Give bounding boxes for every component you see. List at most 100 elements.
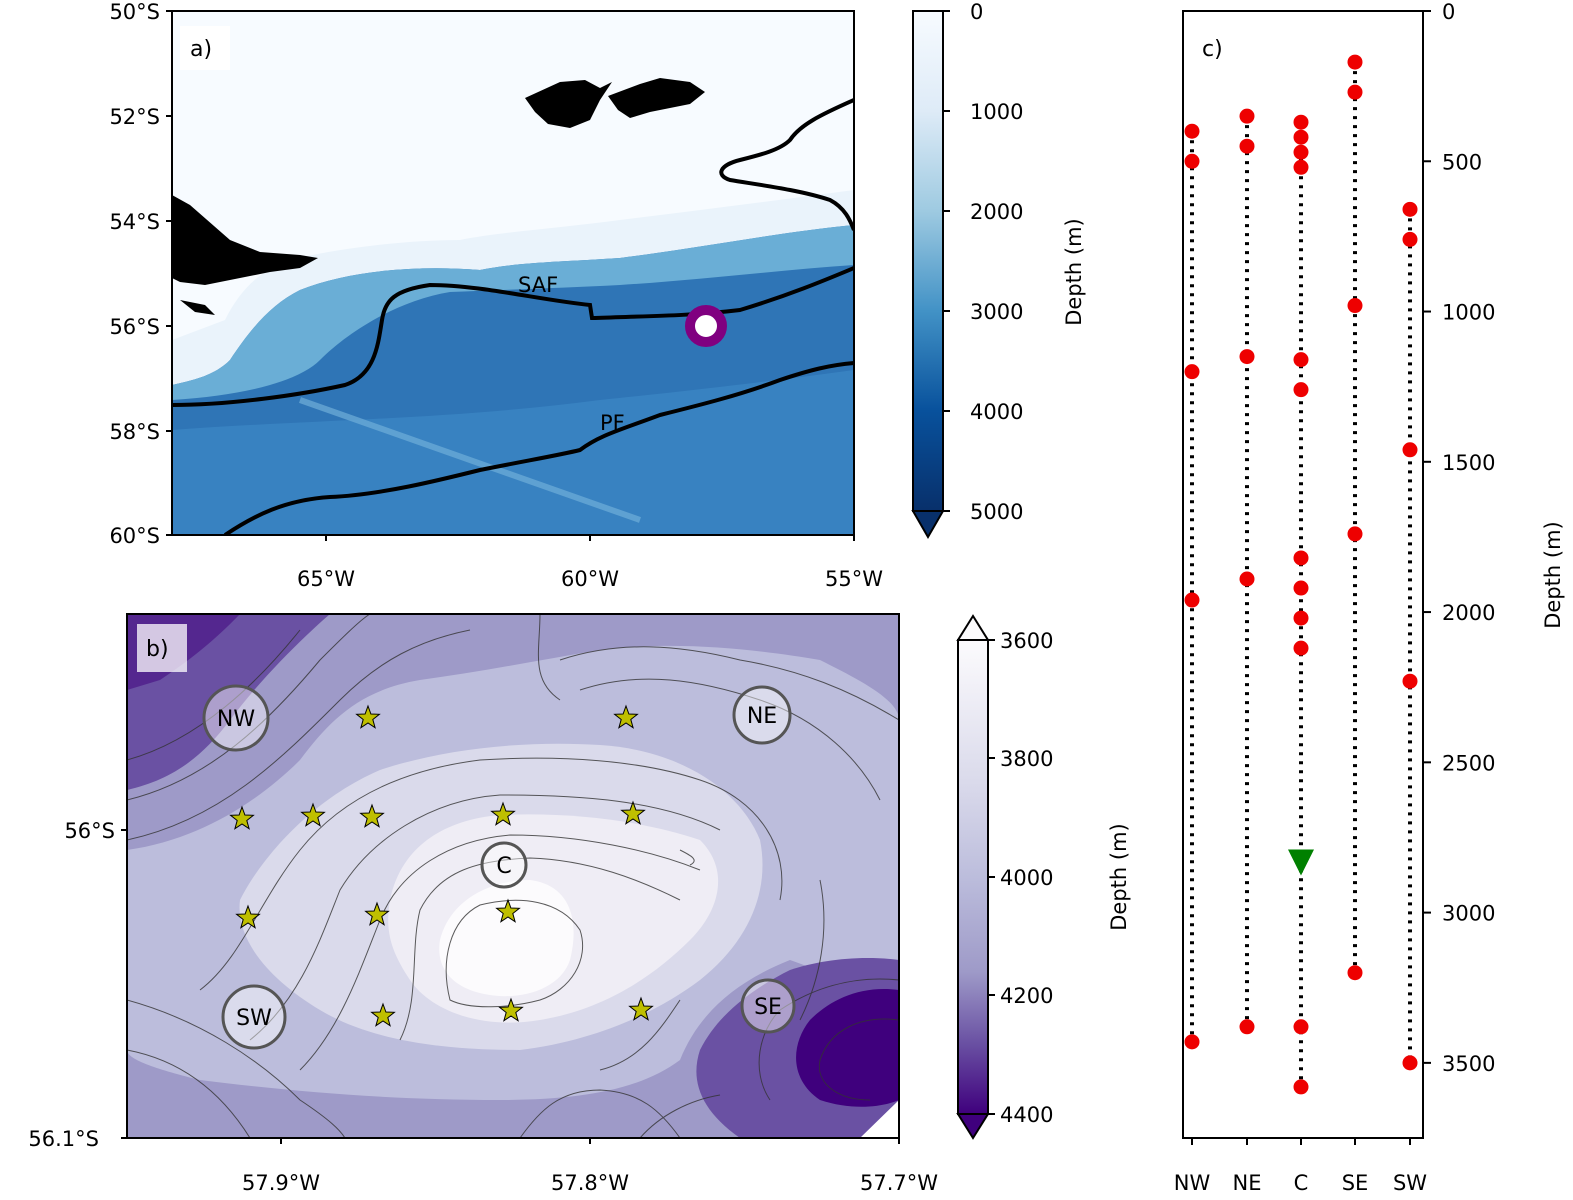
y-tick-label: 0 bbox=[1442, 0, 1455, 24]
panel-a-lon-axis: 65°W 60°W 55°W bbox=[297, 535, 883, 591]
star-marker bbox=[300, 802, 326, 827]
lat-tick-b: 56°S bbox=[64, 819, 115, 843]
cbar-b-tick: 3800 bbox=[1000, 747, 1053, 771]
star-marker bbox=[620, 800, 646, 825]
lon-tick-a: 65°W bbox=[297, 567, 355, 591]
cbar-b-tick: 3600 bbox=[1000, 629, 1053, 653]
saf-front-line bbox=[172, 266, 854, 407]
lat-tick-b: 56.1°S bbox=[28, 1127, 99, 1151]
instrument-point bbox=[1402, 1055, 1418, 1071]
saf-north-line bbox=[719, 98, 854, 231]
panel-b-lon-axis: 57.9°W 57.8°W 57.7°W bbox=[242, 1138, 938, 1195]
instrument-point bbox=[1293, 129, 1309, 145]
lon-tick-b: 57.8°W bbox=[551, 1171, 629, 1195]
instrument-point bbox=[1402, 442, 1418, 458]
lat-tick-a: 58°S bbox=[109, 420, 160, 444]
panel-a-map: SAF PF bbox=[172, 11, 854, 535]
pf-front-line bbox=[223, 361, 854, 535]
cbar-b-tick: 4000 bbox=[1000, 866, 1053, 890]
panel-c-y-axis: 0 500 1000 1500 2000 2500 3000 3500 bbox=[1423, 0, 1495, 1076]
colorbar-b: 3600 3800 4000 4200 4400 Depth (m) bbox=[956, 614, 1131, 1140]
instrument-point bbox=[1293, 580, 1309, 596]
instrument-point bbox=[1184, 123, 1200, 139]
star-marker bbox=[490, 801, 516, 826]
instrument-point bbox=[1239, 108, 1255, 124]
instrument-point bbox=[1293, 159, 1309, 175]
cbar-b-tick: 4400 bbox=[1000, 1103, 1053, 1127]
instrument-point bbox=[1293, 550, 1309, 566]
lat-tick-a: 50°S bbox=[109, 0, 160, 24]
star-markers bbox=[229, 704, 654, 1027]
svg-text:NE: NE bbox=[747, 704, 777, 729]
y-tick-label: 1000 bbox=[1442, 301, 1495, 325]
svg-text:NW: NW bbox=[217, 707, 255, 732]
panel-c-x-axis: NW NE C SE SW bbox=[1174, 1138, 1427, 1195]
lon-tick-b: 57.9°W bbox=[242, 1171, 320, 1195]
y-tick-label: 2500 bbox=[1442, 751, 1495, 775]
svg-text:C: C bbox=[496, 854, 511, 879]
lon-tick-a: 60°W bbox=[561, 567, 619, 591]
triangle-marker bbox=[1288, 849, 1314, 876]
cbar-a-tick: 4000 bbox=[970, 400, 1023, 424]
star-marker bbox=[359, 803, 385, 828]
x-tick-label: NW bbox=[1174, 1171, 1211, 1195]
lon-tick-b: 57.7°W bbox=[860, 1171, 938, 1195]
cbar-a-tick: 1000 bbox=[970, 100, 1023, 124]
star-marker bbox=[370, 1002, 396, 1027]
x-tick-label: NE bbox=[1233, 1171, 1262, 1195]
cbar-b-tick: 4200 bbox=[1000, 984, 1053, 1008]
instrument-point bbox=[1293, 144, 1309, 160]
star-marker bbox=[229, 805, 255, 830]
site-marker-ring bbox=[685, 305, 727, 347]
instrument-point bbox=[1239, 1019, 1255, 1035]
instrument-point bbox=[1293, 352, 1309, 368]
instrument-point bbox=[1347, 54, 1363, 70]
star-marker bbox=[364, 901, 390, 926]
instrument-point bbox=[1347, 965, 1363, 981]
y-tick-label: 2000 bbox=[1442, 601, 1495, 625]
pf-label: PF bbox=[600, 411, 625, 435]
lon-tick-a: 55°W bbox=[825, 567, 883, 591]
instrument-point bbox=[1347, 526, 1363, 542]
lat-tick-a: 52°S bbox=[109, 105, 160, 129]
y-tick-label: 3500 bbox=[1442, 1052, 1495, 1076]
lat-tick-a: 60°S bbox=[109, 524, 160, 548]
y-tick-label: 500 bbox=[1442, 150, 1482, 174]
instrument-points bbox=[1184, 54, 1418, 1095]
instrument-point bbox=[1347, 84, 1363, 100]
panel-b-map: NW NE C SW SE bbox=[127, 614, 899, 1138]
instrument-point bbox=[1293, 610, 1309, 626]
instrument-point bbox=[1293, 382, 1309, 398]
instrument-point bbox=[1402, 673, 1418, 689]
x-tick-label: C bbox=[1294, 1171, 1309, 1195]
star-marker bbox=[355, 704, 381, 729]
star-marker bbox=[235, 904, 261, 929]
star-marker bbox=[495, 898, 521, 923]
instrument-point bbox=[1184, 1034, 1200, 1050]
instrument-point bbox=[1293, 1019, 1309, 1035]
lat-tick-a: 54°S bbox=[109, 210, 160, 234]
cbar-a-tick: 3000 bbox=[970, 300, 1023, 324]
instrument-point bbox=[1402, 231, 1418, 247]
x-tick-label: SW bbox=[1393, 1171, 1427, 1195]
instrument-point bbox=[1293, 1079, 1309, 1095]
cbar-a-label: Depth (m) bbox=[1062, 218, 1086, 325]
mooring-nw: NW bbox=[202, 684, 270, 752]
instrument-point bbox=[1184, 592, 1200, 608]
mooring-ne: NE bbox=[732, 685, 792, 745]
panel-c-ylabel: Depth (m) bbox=[1541, 521, 1565, 628]
instrument-point bbox=[1184, 153, 1200, 169]
cbar-a-tick: 5000 bbox=[970, 500, 1023, 524]
svg-text:SW: SW bbox=[236, 1006, 272, 1031]
mooring-lines bbox=[1190, 62, 1412, 1087]
instrument-point bbox=[1239, 349, 1255, 365]
y-tick-label: 1500 bbox=[1442, 451, 1495, 475]
panel-b-lat-axis: 56°S 56.1°S bbox=[28, 819, 127, 1151]
instrument-point bbox=[1239, 571, 1255, 587]
cbar-a-tick: 2000 bbox=[970, 200, 1023, 224]
instrument-point bbox=[1184, 364, 1200, 380]
svg-text:SE: SE bbox=[754, 995, 782, 1020]
lat-tick-a: 56°S bbox=[109, 315, 160, 339]
mooring-se: SE bbox=[740, 978, 796, 1034]
